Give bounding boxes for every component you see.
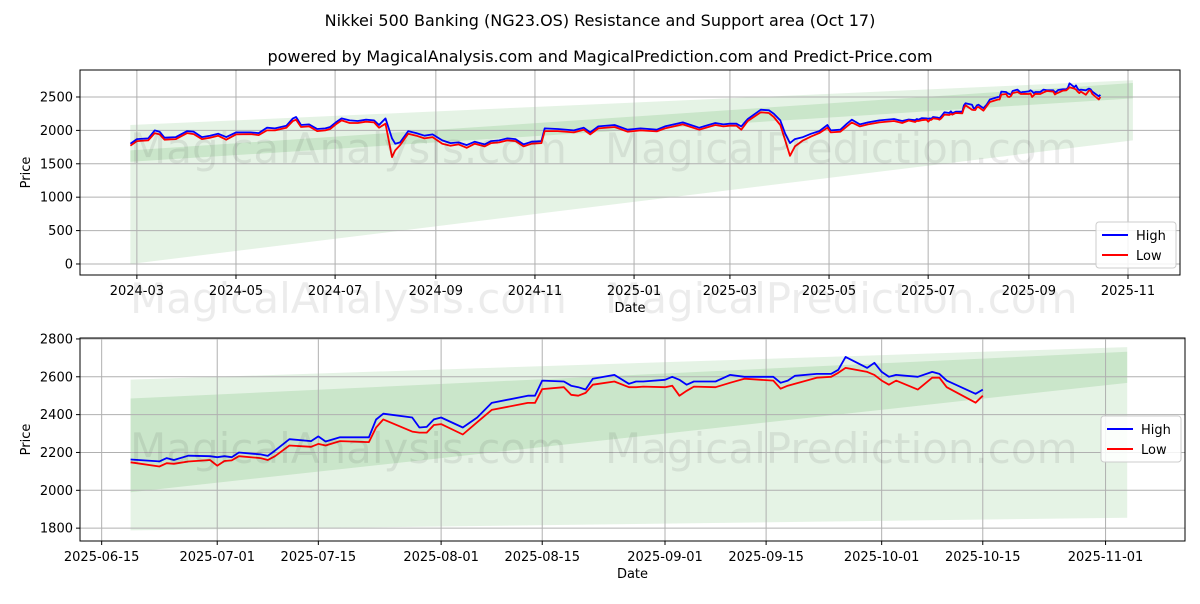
x-tick-label: 2024-11: [508, 284, 562, 299]
x-tick-label: 2025-07: [901, 284, 955, 299]
x-tick-label: 2025-07-01: [179, 550, 255, 565]
y-tick-label: 1000: [40, 191, 73, 206]
y-tick-label: 1500: [40, 157, 73, 172]
y-tick-label: 0: [65, 257, 73, 272]
x-tick-label: 2024-09: [409, 284, 463, 299]
chart-subtitle: powered by MagicalAnalysis.com and Magic…: [267, 47, 932, 66]
outer-band: [130, 347, 1128, 531]
x-tick-label: 2025-09-15: [728, 550, 804, 565]
y-tick-label: 2500: [40, 90, 73, 105]
y-axis-label: Price: [19, 424, 34, 456]
x-tick-label: 2025-07-15: [281, 550, 357, 565]
legend: High Low: [1100, 415, 1182, 463]
watermark-prediction: MagicalPrediction.com: [605, 274, 1078, 323]
legend: High Low: [1095, 221, 1177, 269]
y-tick-label: 2400: [40, 408, 73, 423]
watermark-analysis: MagicalAnalysis.com: [130, 274, 567, 323]
x-tick-label: 2025-09: [1002, 284, 1056, 299]
x-tick-label: 2025-08-01: [403, 550, 479, 565]
high-legend-label: High: [1141, 423, 1171, 438]
x-tick-label: 2025-11-01: [1068, 550, 1144, 565]
axes-frame: [79, 69, 1181, 276]
x-tick-label: 2025-01: [607, 284, 661, 299]
legend-box: [1095, 221, 1177, 269]
y-axis-label: Price: [19, 157, 34, 189]
low-series-line: [130, 367, 984, 468]
watermark-prediction: MagicalPrediction.com: [605, 424, 1078, 473]
bottom-chart: 1800 2000 2200 2400 2600 2800 2025-06-15 2025-0…: [19, 332, 1186, 582]
legend-box: [1100, 415, 1182, 463]
high-series-line: [129, 82, 1102, 146]
low-legend-label: Low: [1141, 443, 1167, 458]
x-axis-label: Date: [617, 567, 648, 582]
top-chart: 0 500 1000 1500 2000 2500 2024-03 2024-05 2024-0…: [19, 69, 1181, 316]
x-tick-label: 2025-09-01: [627, 550, 703, 565]
x-tick-label: 2024-05: [209, 284, 263, 299]
low-series-line: [129, 86, 1102, 158]
low-legend-label: Low: [1136, 249, 1162, 264]
y-tick-label: 2000: [40, 484, 73, 499]
y-tick-label: 2200: [40, 446, 73, 461]
x-tick-label: 2025-05: [802, 284, 856, 299]
y-tick-label: 2600: [40, 370, 73, 385]
watermark-prediction: MagicalPrediction.com: [605, 124, 1078, 173]
x-tick-label: 2025-06-15: [64, 550, 140, 565]
y-tick-label: 1800: [40, 522, 73, 537]
x-tick-label: 2025-10-01: [844, 550, 920, 565]
axes-frame: [79, 337, 1186, 542]
x-tick-label: 2025-10-15: [945, 550, 1021, 565]
x-tick-label: 2025-03: [703, 284, 757, 299]
x-tick-label: 2024-03: [110, 284, 164, 299]
watermark-analysis: MagicalAnalysis.com: [130, 124, 567, 173]
chart-title: Nikkei 500 Banking (NG23.OS) Resistance …: [325, 11, 876, 30]
high-series-line: [130, 356, 984, 463]
y-tick-label: 500: [48, 224, 73, 239]
inner-band: [130, 351, 1128, 493]
high-legend-label: High: [1136, 229, 1166, 244]
x-axis-label: Date: [614, 301, 645, 316]
y-tick-label: 2000: [40, 124, 73, 139]
y-tick-label: 2800: [40, 332, 73, 347]
x-tick-label: 2025-08-15: [504, 550, 580, 565]
x-tick-label: 2024-07: [308, 284, 362, 299]
x-tick-label: 2025-11: [1101, 284, 1155, 299]
inner-band: [130, 82, 1133, 162]
watermark-analysis: MagicalAnalysis.com: [130, 424, 567, 473]
watermarks: MagicalAnalysis.com MagicalPrediction.co…: [130, 124, 1078, 473]
